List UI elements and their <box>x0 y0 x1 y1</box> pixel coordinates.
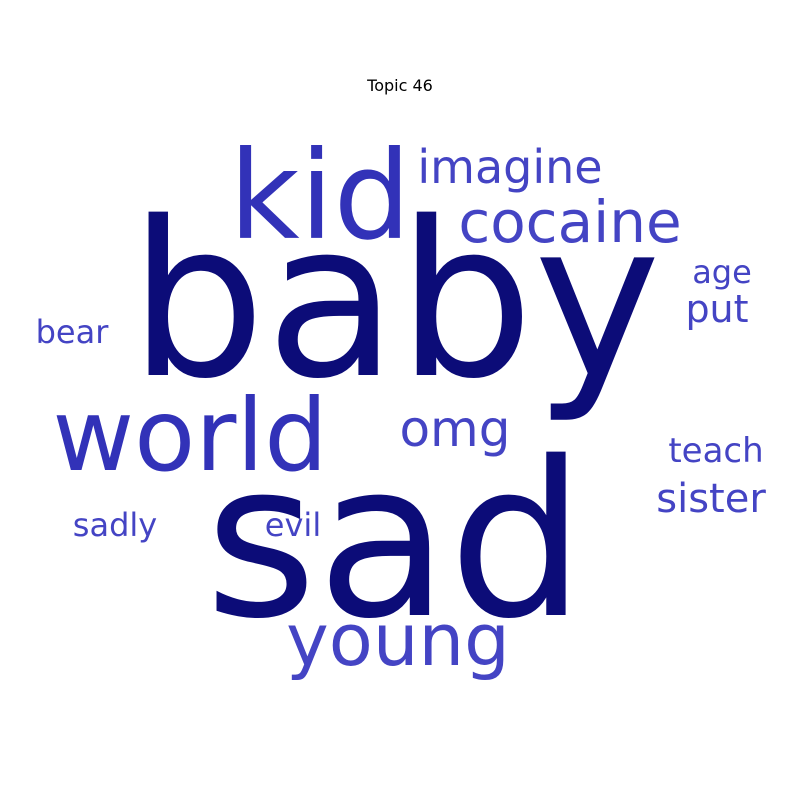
word-bear: bear <box>36 313 110 351</box>
word-evil: evil <box>265 506 321 544</box>
word-sad: sad <box>205 415 585 666</box>
word-age: age <box>692 253 752 291</box>
word-sadly: sadly <box>73 506 157 544</box>
word-world: world <box>52 377 327 494</box>
word-kid: kid <box>229 125 411 267</box>
word-sister: sister <box>656 476 766 522</box>
chart-title: Topic 46 <box>367 76 433 95</box>
word-cocaine: cocaine <box>458 188 681 256</box>
word-young: young <box>286 598 510 682</box>
word-teach: teach <box>668 431 763 471</box>
word-omg: omg <box>399 400 510 458</box>
word-baby: baby <box>129 175 661 426</box>
word-imagine: imagine <box>417 140 602 194</box>
word-put: put <box>685 287 748 331</box>
